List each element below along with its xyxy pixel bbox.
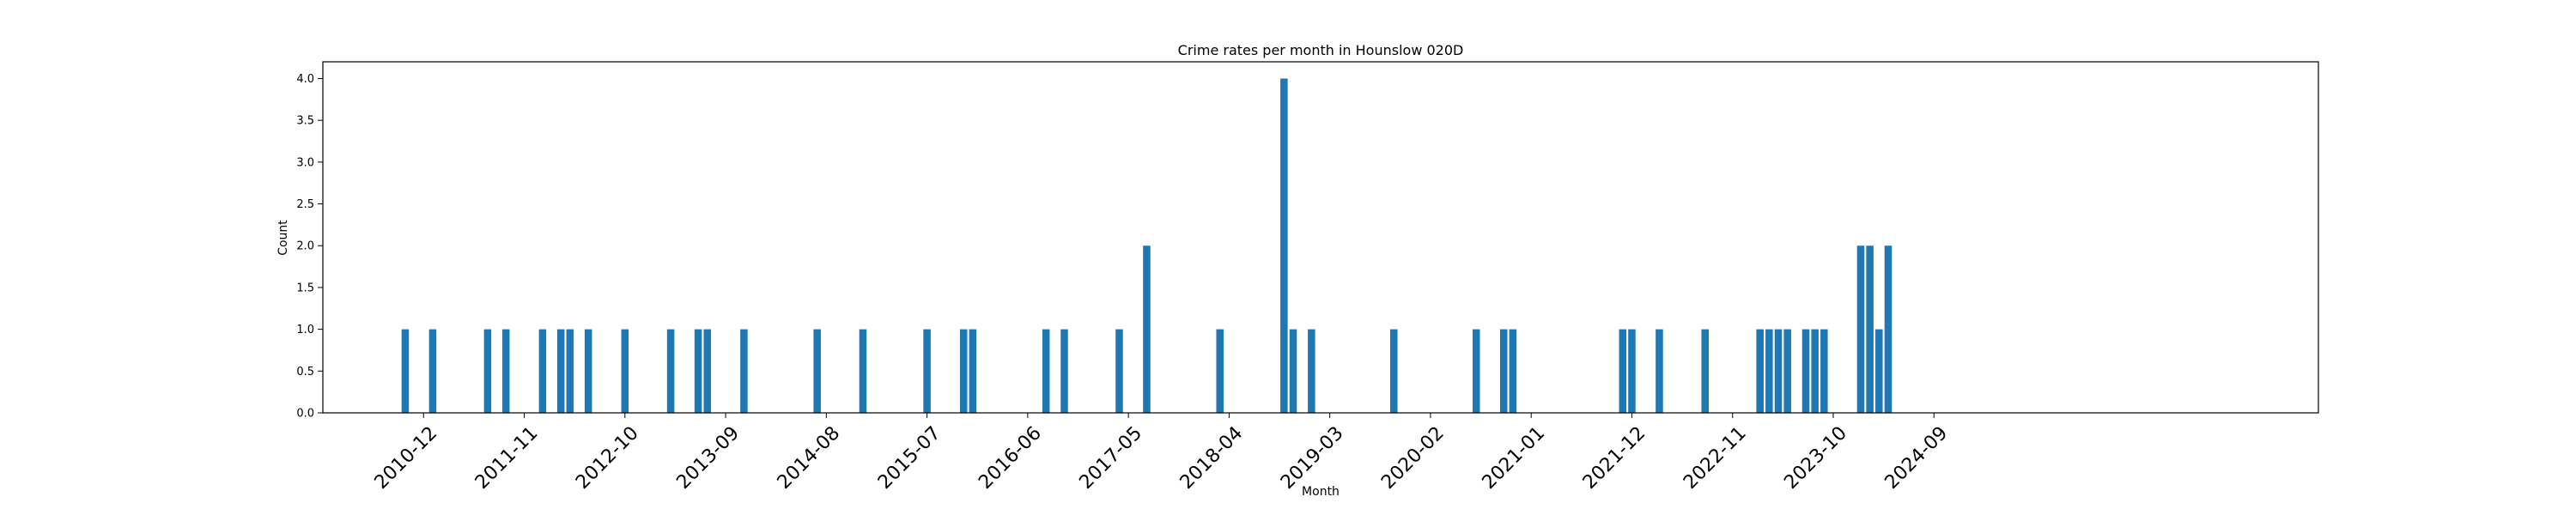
bar-2023-08: [1811, 329, 1819, 413]
bar-2012-01: [538, 329, 547, 413]
bar-2014-12: [859, 329, 867, 413]
bar-2019-10: [1390, 329, 1398, 413]
bar-2021-11: [1619, 329, 1627, 413]
bar-2015-11: [959, 329, 968, 413]
chart-title: Crime rates per month in Hounslow 020D: [1178, 42, 1464, 58]
bar-2016-10: [1060, 329, 1068, 413]
y-tick-label: 2.5: [296, 198, 314, 211]
x-tick-label: 2019-03: [1277, 422, 1348, 494]
bar-2011-09: [501, 329, 510, 413]
bar-2013-03: [666, 329, 675, 413]
bar-2016-08: [1042, 329, 1050, 413]
y-tick-label: 1.5: [296, 282, 314, 294]
x-tick-label: 2017-05: [1075, 422, 1146, 494]
bar-2018-11: [1289, 329, 1297, 413]
x-axis-label: Month: [1302, 485, 1340, 499]
x-axis: 2010-12 2011-11 2012-10 2013-09 2014-08 2015-…: [371, 413, 1953, 494]
x-tick-label: 2024-09: [1881, 422, 1953, 494]
plot-area: 0.0 0.5 1.0 1.5 2.0 2.5 3.0 3.5 4.0 2010-12 2011-…: [296, 61, 2319, 494]
y-axis: 0.0 0.5 1.0 1.5 2.0 2.5 3.0 3.5 4.0: [296, 73, 323, 421]
bar-2018-10: [1280, 78, 1288, 413]
bar-2024-01: [1856, 245, 1865, 413]
x-tick-label: 2015-07: [874, 422, 945, 494]
bar-2017-07: [1143, 245, 1151, 413]
y-tick-label: 1.0: [296, 324, 314, 336]
bar-2023-03: [1765, 329, 1773, 413]
bar-2023-07: [1801, 329, 1810, 413]
bar-2015-07: [923, 329, 931, 413]
x-tick-label: 2018-04: [1176, 422, 1248, 494]
bar-2019-01: [1308, 329, 1315, 413]
bar-2017-04: [1115, 329, 1123, 413]
bar-2012-03: [556, 329, 565, 413]
bar-2022-03: [1656, 329, 1663, 413]
bar-2020-10: [1499, 329, 1508, 413]
bar-2010-10: [401, 329, 410, 413]
bar-2012-10: [621, 329, 629, 413]
x-tick-label: 2013-09: [672, 422, 744, 494]
y-tick-label: 0.5: [296, 366, 314, 379]
bar-2011-01: [428, 329, 437, 413]
bar-2015-12: [969, 329, 977, 413]
bar-2013-07: [703, 329, 712, 413]
bar-2012-04: [566, 329, 574, 413]
plot-frame: [322, 61, 2319, 414]
bar-2020-11: [1509, 329, 1517, 413]
x-tick-label: 2022-11: [1680, 422, 1751, 494]
x-tick-label: 2011-11: [471, 422, 543, 494]
x-tick-label: 2021-01: [1479, 422, 1550, 494]
bar-2024-03: [1875, 329, 1883, 413]
bar-2012-06: [584, 329, 592, 413]
x-tick-label: 2014-08: [774, 422, 845, 494]
x-tick-label: 2021-12: [1579, 422, 1650, 494]
x-tick-label: 2012-10: [572, 422, 643, 494]
y-tick-label: 4.0: [296, 73, 314, 86]
y-tick-label: 0.0: [296, 408, 314, 421]
y-tick-label: 3.5: [296, 115, 314, 128]
bar-2024-02: [1866, 245, 1874, 413]
bar-2021-12: [1628, 329, 1636, 413]
bar-2022-08: [1701, 329, 1710, 413]
bar-2014-07: [813, 329, 821, 413]
x-tick-label: 2023-10: [1780, 422, 1851, 494]
bar-2013-06: [694, 329, 702, 413]
bar-2023-04: [1774, 329, 1783, 413]
bar-2018-03: [1216, 329, 1224, 413]
bar-2023-09: [1820, 329, 1828, 413]
y-axis-label: Count: [276, 220, 290, 256]
y-tick-label: 2.0: [296, 240, 314, 253]
bar-2024-04: [1884, 245, 1893, 413]
x-tick-label: 2016-06: [975, 422, 1046, 494]
bars-group: [401, 78, 1893, 413]
y-tick-label: 3.0: [296, 156, 314, 169]
bar-2023-05: [1783, 329, 1791, 413]
bar-2011-07: [483, 329, 492, 413]
bar-2020-07: [1472, 329, 1480, 413]
x-tick-label: 2020-02: [1377, 422, 1449, 494]
x-tick-label: 2010-12: [371, 422, 442, 494]
bar-2013-11: [740, 329, 748, 413]
bar-2023-02: [1756, 329, 1764, 413]
